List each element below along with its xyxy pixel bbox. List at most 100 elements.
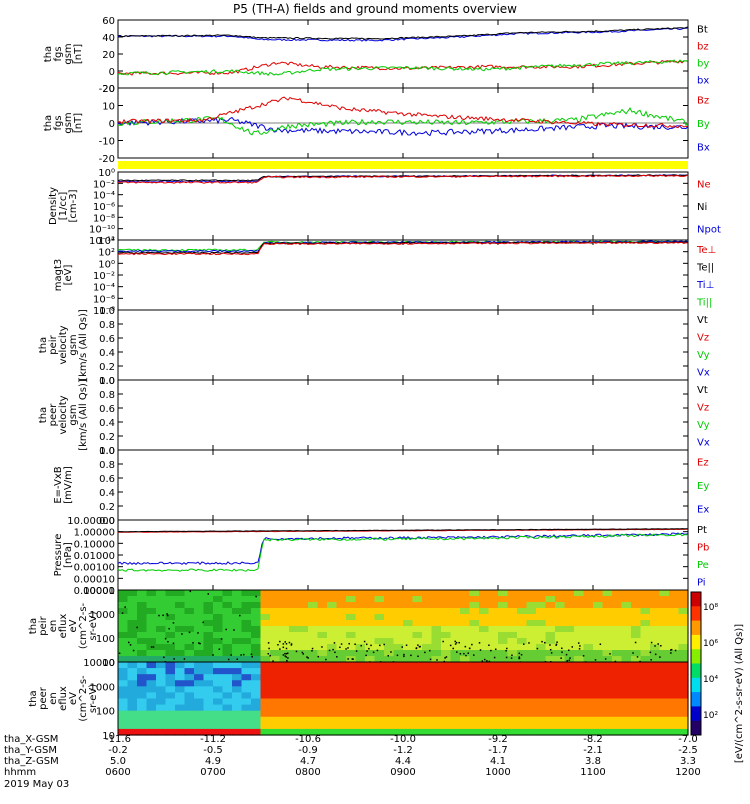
y-axis-label: peir [48, 334, 59, 354]
spectrogram-cell [213, 704, 224, 712]
spectrogram-cell [441, 614, 452, 621]
spectrogram-cell [270, 722, 281, 730]
spectrogram-cell [203, 728, 214, 736]
spectrogram-cell [450, 728, 461, 736]
spectrogram-cell [441, 638, 452, 645]
spectrogram-cell [260, 698, 271, 706]
spectrogram-cell [498, 674, 509, 681]
spectrogram-cell [536, 596, 547, 603]
spectrogram-cell [583, 632, 594, 639]
spectrogram-cell [241, 602, 252, 609]
spectrogram-cell [194, 686, 205, 694]
spectrogram-cell [469, 620, 480, 627]
spectrogram-cell [669, 644, 680, 651]
spectrogram-cell [469, 632, 480, 639]
spectrogram-cell [127, 614, 138, 621]
spectrogram-cell [488, 644, 499, 651]
spectrogram-cell [165, 662, 176, 669]
spectrogram-cell [156, 590, 167, 597]
spectrogram-cell [412, 680, 423, 687]
spectrogram-cell [403, 608, 414, 615]
spectrogram-cell [640, 656, 651, 663]
spectrogram-cell [412, 728, 423, 736]
spectrogram-cell [650, 680, 661, 687]
spectrogram-speckle [311, 650, 313, 652]
y-axis-label: [nT] [73, 113, 84, 133]
y-tick-label: 10⁻² [93, 271, 115, 282]
spectrogram-cell [412, 722, 423, 730]
spectrogram-cell [279, 596, 290, 603]
spectrogram-cell [469, 674, 480, 681]
spectrogram-cell [593, 638, 604, 645]
spectrogram-cell [412, 686, 423, 694]
spectrogram-cell [298, 716, 309, 724]
spectrogram-cell [393, 662, 404, 669]
spectrogram-cell [631, 656, 642, 663]
spectrogram-cell [431, 644, 442, 651]
x-tick-label: 0800 [295, 767, 320, 778]
spectrogram-speckle [351, 658, 354, 660]
spectrogram-cell [260, 728, 271, 736]
spectrogram-cell [260, 638, 271, 645]
spectrogram-cell [270, 638, 281, 645]
spectrogram-cell [593, 656, 604, 663]
spectrogram-cell [545, 638, 556, 645]
spectrogram-cell [298, 674, 309, 681]
y-axis-label: [1/cc] [58, 192, 69, 221]
spectrogram-speckle [444, 657, 446, 659]
spectrogram-cell [137, 596, 148, 603]
spectrogram-cell [327, 632, 338, 639]
spectrogram-speckle [452, 647, 454, 650]
spectrogram-speckle [657, 643, 659, 645]
spectrogram-cell [232, 722, 243, 730]
spectrogram-cell [194, 644, 205, 651]
spectrogram-cell [251, 638, 262, 645]
spectrogram-cell [612, 650, 623, 657]
spectrogram-cell [526, 698, 537, 706]
spectrogram-cell [393, 692, 404, 700]
spectrogram-cell [650, 632, 661, 639]
spectrogram-cell [260, 590, 271, 597]
y-tick-label: 100 [96, 707, 115, 718]
spectrogram-cell [659, 626, 670, 633]
spectrogram-cell [403, 614, 414, 621]
spectrogram-cell [127, 596, 138, 603]
spectrogram-cell [564, 698, 575, 706]
spectrogram-cell [564, 662, 575, 669]
spectrogram-cell [412, 692, 423, 700]
spectrogram-cell [270, 704, 281, 712]
spectrogram-cell [659, 644, 670, 651]
spectrogram-cell [374, 674, 385, 681]
spectrogram-cell [279, 656, 290, 663]
spectrogram-cell [422, 728, 433, 736]
spectrogram-cell [555, 674, 566, 681]
spectrogram-cell [374, 698, 385, 706]
spectrogram-cell [365, 704, 376, 712]
spectrogram-cell [317, 722, 328, 730]
spectrogram-speckle [352, 658, 354, 660]
spectrogram-cell [203, 674, 214, 681]
spectrogram-cell [650, 728, 661, 736]
spectrogram-speckle [468, 647, 471, 650]
spectrogram-cell [336, 590, 347, 597]
spectrogram-cell [507, 608, 518, 615]
x-tick-label: 3.8 [585, 756, 601, 767]
spectrogram-cell [621, 680, 632, 687]
spectrogram-cell [403, 710, 414, 718]
spectrogram-cell [498, 722, 509, 730]
spectrogram-cell [564, 626, 575, 633]
spectrogram-cell [127, 590, 138, 597]
spectrogram-cell [488, 638, 499, 645]
spectrogram-cell [327, 704, 338, 712]
y-axis-label: magt3 [53, 259, 64, 292]
spectrogram-cell [175, 602, 186, 609]
colorbar-segment [691, 720, 701, 736]
spectrogram-cell [583, 692, 594, 700]
spectrogram-cell [640, 626, 651, 633]
spectrogram-cell [279, 698, 290, 706]
y-axis-label: gsm [68, 404, 79, 425]
y-axis-label: velocity [58, 325, 69, 364]
spectrogram-cell [403, 686, 414, 694]
spectrogram-cell [175, 668, 186, 675]
spectrogram-cell [203, 668, 214, 675]
